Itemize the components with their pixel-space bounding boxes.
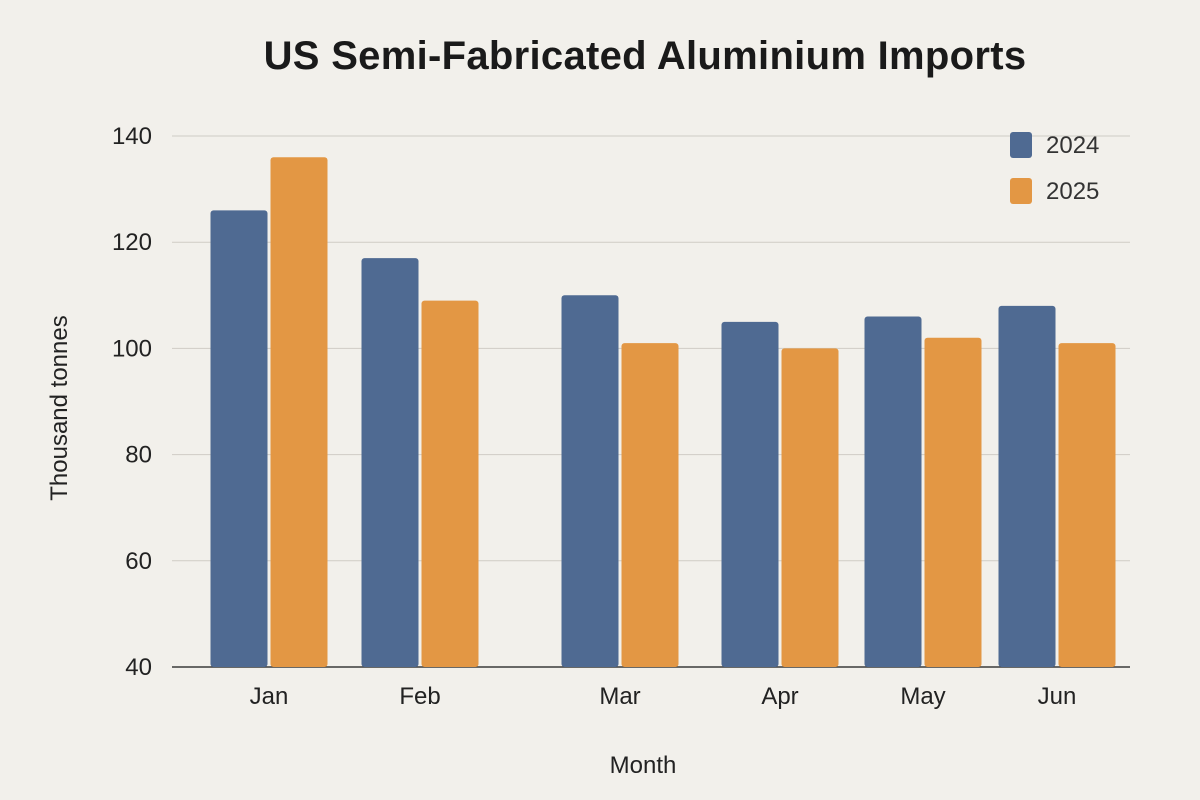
bar-2024-may [864, 316, 922, 667]
y-tick-label: 120 [112, 229, 152, 256]
y-tick-label: 140 [112, 123, 152, 150]
bar-2024-mar [561, 295, 619, 667]
x-tick-label: Jun [1038, 683, 1077, 710]
y-tick-label: 80 [125, 442, 152, 469]
x-tick-label: Jan [250, 683, 289, 710]
legend: 2024 2025 [1010, 132, 1099, 205]
legend-label-2025: 2025 [1046, 178, 1099, 205]
x-axis-label: Month [609, 752, 677, 779]
bar-2025-jan [270, 157, 328, 668]
bar-2025-may [924, 337, 982, 667]
bar-2025-jun [1058, 343, 1116, 667]
chart-title: US Semi-Fabricated Aluminium Imports [263, 34, 1027, 78]
y-tick-label: 60 [125, 548, 152, 575]
bars [210, 157, 1116, 668]
y-tick-label: 100 [112, 335, 152, 362]
y-tick-labels: 40 60 80 100 120 140 [112, 123, 152, 681]
x-tick-label: Feb [399, 683, 440, 710]
bar-2025-apr [781, 348, 839, 667]
x-tick-label: Mar [599, 683, 640, 710]
x-tick-labels: Jan Feb Mar Apr May Jun [250, 683, 1077, 710]
bar-2024-jun [998, 305, 1056, 667]
x-tick-label: May [900, 683, 945, 710]
legend-label-2024: 2024 [1046, 132, 1099, 159]
legend-swatch-2025 [1010, 178, 1032, 204]
y-tick-label: 40 [125, 654, 152, 681]
bar-2024-jan [210, 210, 268, 667]
bar-2024-feb [361, 258, 419, 667]
bar-2025-feb [421, 300, 479, 667]
x-tick-label: Apr [761, 683, 798, 710]
legend-swatch-2024 [1010, 132, 1032, 158]
bar-2025-mar [621, 343, 679, 667]
bar-2024-apr [721, 321, 779, 667]
